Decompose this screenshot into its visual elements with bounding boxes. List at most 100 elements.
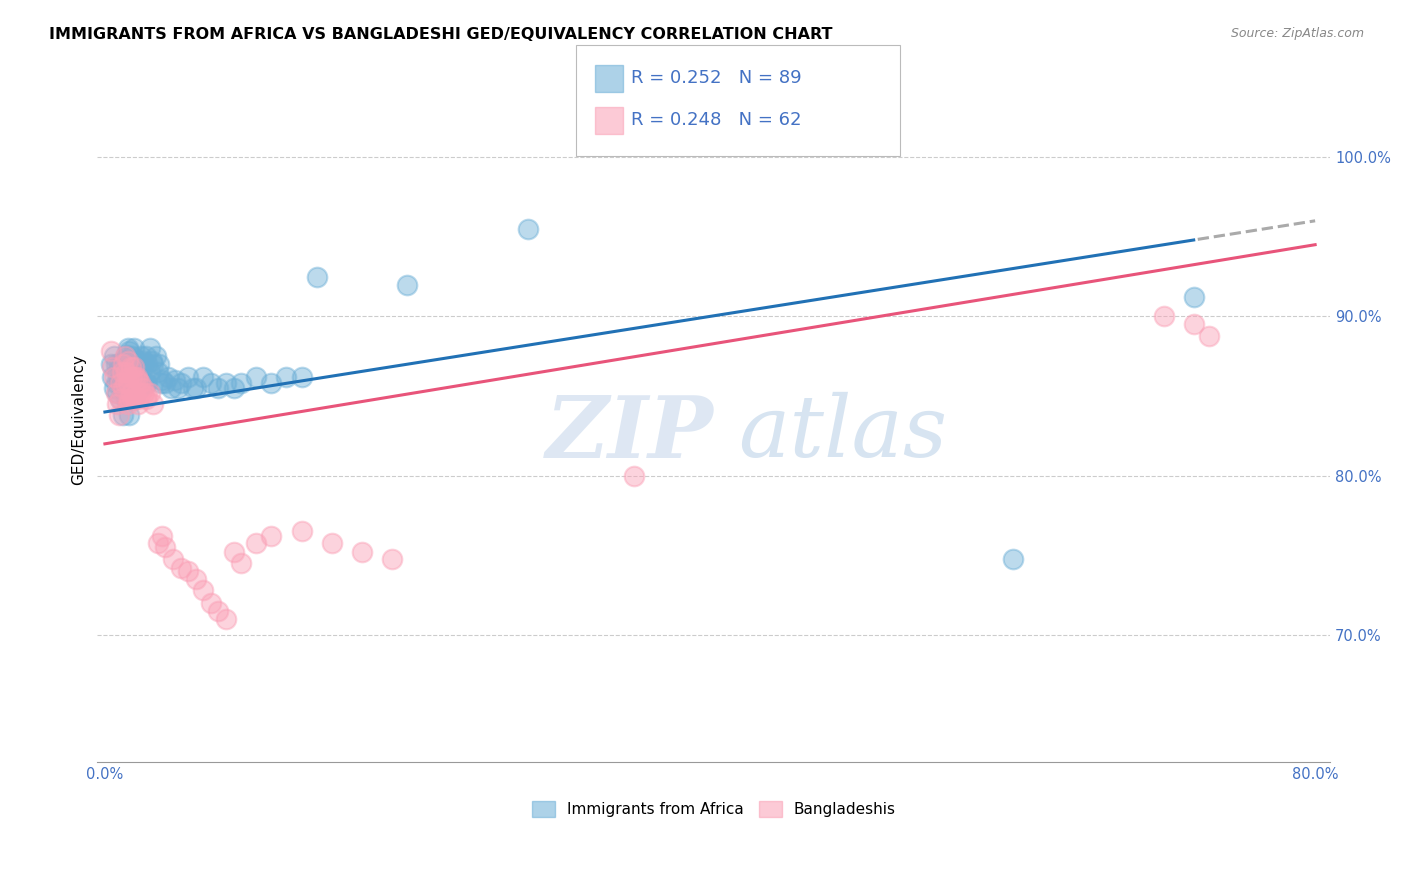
Point xyxy=(181,381,204,395)
Point xyxy=(118,392,141,407)
Point xyxy=(177,564,200,578)
Point xyxy=(121,349,143,363)
Point xyxy=(117,376,139,391)
Point xyxy=(117,381,139,395)
Point xyxy=(107,357,129,371)
Point xyxy=(200,596,222,610)
Point xyxy=(127,373,149,387)
Point xyxy=(149,376,172,391)
Point xyxy=(118,344,141,359)
Point xyxy=(290,370,312,384)
Point xyxy=(305,269,328,284)
Point xyxy=(193,583,215,598)
Point xyxy=(112,408,135,422)
Point xyxy=(260,529,283,543)
Point xyxy=(381,551,404,566)
Point xyxy=(207,381,229,395)
Point xyxy=(125,370,148,384)
Point xyxy=(135,376,157,391)
Point xyxy=(145,349,167,363)
Point xyxy=(166,381,188,395)
Point xyxy=(222,545,245,559)
Point xyxy=(136,357,159,371)
Point xyxy=(107,373,129,387)
Text: atlas: atlas xyxy=(738,392,948,475)
Point xyxy=(121,370,143,384)
Point xyxy=(229,376,252,391)
Point xyxy=(215,612,238,626)
Point xyxy=(139,385,162,400)
Point xyxy=(114,376,136,391)
Text: IMMIGRANTS FROM AFRICA VS BANGLADESHI GED/EQUIVALENCY CORRELATION CHART: IMMIGRANTS FROM AFRICA VS BANGLADESHI GE… xyxy=(49,27,832,42)
Point xyxy=(124,354,146,368)
Point xyxy=(1198,328,1220,343)
Point xyxy=(517,221,540,235)
Point xyxy=(125,381,148,395)
Point xyxy=(623,468,645,483)
Point xyxy=(108,392,131,407)
Point xyxy=(163,373,186,387)
Legend: Immigrants from Africa, Bangladeshis: Immigrants from Africa, Bangladeshis xyxy=(526,795,903,823)
Point xyxy=(139,365,162,379)
Point xyxy=(215,376,238,391)
Point xyxy=(157,370,180,384)
Point xyxy=(117,360,139,375)
Text: ZIP: ZIP xyxy=(546,392,714,475)
Point xyxy=(352,545,374,559)
Point xyxy=(184,381,207,395)
Point xyxy=(105,397,128,411)
Point xyxy=(245,535,267,549)
Point xyxy=(114,381,136,395)
Point xyxy=(114,357,136,371)
Point xyxy=(146,365,169,379)
Point xyxy=(103,370,125,384)
Point xyxy=(108,376,131,391)
Point xyxy=(177,370,200,384)
Point xyxy=(142,397,165,411)
Point xyxy=(122,365,145,379)
Point xyxy=(222,381,245,395)
Point xyxy=(129,349,152,363)
Point xyxy=(110,370,132,384)
Point xyxy=(100,357,122,371)
Point xyxy=(115,365,138,379)
Point xyxy=(104,385,127,400)
Point xyxy=(118,408,141,422)
Point xyxy=(160,381,183,395)
Point xyxy=(110,365,132,379)
Point xyxy=(142,357,165,371)
Point xyxy=(169,561,191,575)
Point xyxy=(108,376,131,391)
Point xyxy=(117,397,139,411)
Point xyxy=(124,370,146,384)
Point xyxy=(115,392,138,407)
Point xyxy=(101,370,124,384)
Point xyxy=(129,373,152,387)
Point xyxy=(260,376,283,391)
Point xyxy=(193,370,215,384)
Point xyxy=(108,360,131,375)
Point xyxy=(132,376,155,391)
Text: R = 0.252   N = 89: R = 0.252 N = 89 xyxy=(631,70,801,87)
Point xyxy=(127,397,149,411)
Point xyxy=(1153,310,1175,324)
Y-axis label: GED/Equivalency: GED/Equivalency xyxy=(72,354,86,485)
Point xyxy=(112,381,135,395)
Point xyxy=(1182,318,1205,332)
Point xyxy=(107,408,129,422)
Point xyxy=(110,357,132,371)
Point xyxy=(128,376,150,391)
Point xyxy=(321,535,343,549)
Point xyxy=(129,385,152,400)
Point xyxy=(134,385,156,400)
Point xyxy=(136,376,159,391)
Point xyxy=(121,392,143,407)
Point xyxy=(134,376,156,391)
Point xyxy=(162,551,184,566)
Point xyxy=(103,349,125,363)
Point xyxy=(127,354,149,368)
Point xyxy=(105,385,128,400)
Point xyxy=(118,370,141,384)
Point xyxy=(115,348,138,362)
Point xyxy=(135,349,157,363)
